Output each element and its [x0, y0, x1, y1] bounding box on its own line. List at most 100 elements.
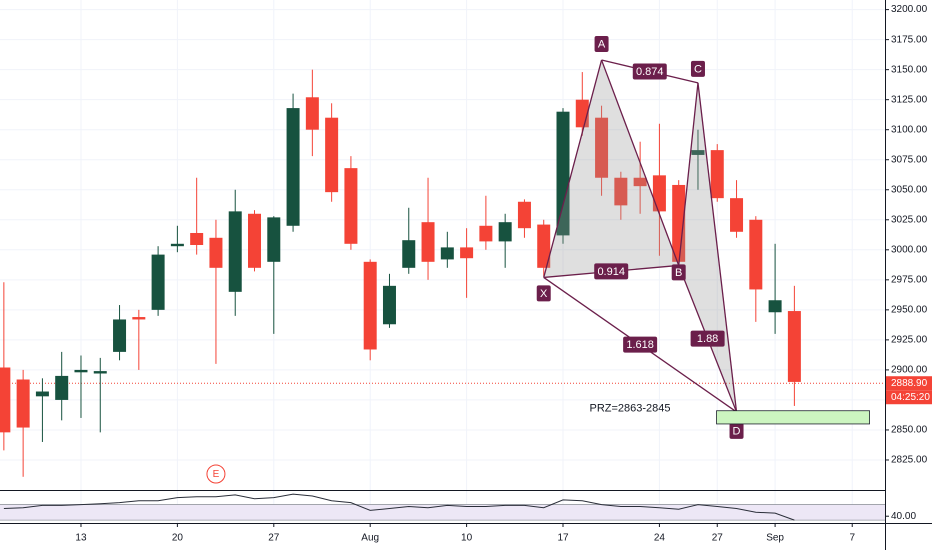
candle-body — [691, 150, 705, 155]
pattern-point-label-box — [690, 60, 705, 77]
y-tick-label: 2825.00 — [891, 455, 928, 466]
pattern-ratio-box — [623, 336, 658, 353]
pattern-leg — [600, 59, 680, 266]
candle-body — [749, 219, 763, 290]
candle-body — [710, 150, 724, 199]
candle-body — [74, 369, 88, 373]
pattern-ratio-box — [690, 330, 725, 347]
y-tick-label: 3000.00 — [891, 244, 928, 255]
candle-body — [151, 254, 165, 310]
y-tick-label: 3150.00 — [891, 64, 928, 75]
candle-body — [730, 198, 744, 232]
candle-body — [479, 225, 493, 242]
candle-body — [113, 319, 127, 352]
rsi-tick-label: 40.00 — [891, 511, 916, 522]
candle-body — [170, 243, 184, 247]
candle-body — [440, 247, 454, 260]
x-tick-label: 17 — [557, 533, 569, 544]
y-tick-label: 2850.00 — [891, 425, 928, 436]
candle-body — [228, 211, 242, 292]
countdown-label: 04:25:20 — [891, 392, 930, 403]
x-tick-label: Aug — [361, 533, 379, 544]
pattern-point-label: C — [694, 63, 702, 75]
candle-body — [267, 217, 281, 262]
candle-body — [344, 168, 358, 244]
x-tick-label: 13 — [75, 533, 87, 544]
rsi-line — [3, 493, 795, 521]
last-price-label: 2888.90 — [891, 378, 928, 389]
x-tick-label: 7 — [849, 533, 855, 544]
y-tick-label: 3050.00 — [891, 184, 928, 195]
pattern-ratio-box — [632, 63, 667, 80]
candle-body — [460, 247, 474, 259]
candle-body — [286, 108, 300, 226]
y-tick-label: 3200.00 — [891, 4, 928, 15]
candle-body — [16, 379, 30, 428]
pattern-point-label: D — [733, 425, 741, 437]
candle-body — [498, 222, 512, 242]
candle-body — [614, 177, 628, 206]
pattern-point-label-box — [536, 285, 551, 302]
x-tick-label: 10 — [461, 533, 473, 544]
countdown-tag — [886, 390, 932, 405]
candle-body — [248, 213, 262, 268]
pattern-point-label: B — [675, 267, 682, 279]
y-tick-label: 2975.00 — [891, 274, 928, 285]
candle-body — [190, 232, 204, 245]
candle-body — [633, 177, 647, 187]
pattern-fill — [678, 82, 737, 412]
pattern-point-label-box — [594, 36, 609, 53]
y-tick-label: 3100.00 — [891, 124, 928, 135]
candle-body — [672, 184, 686, 262]
candle-body — [768, 300, 782, 313]
pattern-leg — [543, 59, 603, 278]
prz-box — [716, 410, 870, 425]
pattern-ratio: 0.914 — [597, 266, 625, 278]
candle-body — [537, 224, 551, 268]
event-label: E — [213, 469, 220, 480]
candle-body — [132, 317, 146, 320]
y-tick-label: 3125.00 — [891, 94, 928, 105]
candle-body — [209, 237, 223, 268]
pattern-ratio: 1.618 — [626, 339, 654, 351]
candle-body — [402, 240, 416, 268]
pattern-ratio: 1.88 — [697, 333, 718, 345]
candle-body — [363, 261, 377, 350]
candle-body — [0, 367, 11, 433]
harmonic-pattern: X A B C D 0.914 0.874 1.618 1.88 PRZ=2863-2845 E — [206, 36, 870, 484]
candle-body — [787, 311, 801, 382]
candle-body — [35, 391, 49, 397]
candle-body — [325, 117, 339, 193]
y-tick-label: 2925.00 — [891, 335, 928, 346]
pattern-point-label-box — [729, 422, 744, 439]
x-tick-label: 24 — [654, 533, 666, 544]
y-tick-label: 2900.00 — [891, 365, 928, 376]
y-tick-label: 2950.00 — [891, 304, 928, 315]
prz-label: PRZ=2863-2845 — [589, 403, 670, 415]
x-tick-label: 27 — [268, 533, 280, 544]
x-tick-label: 20 — [172, 533, 184, 544]
y-tick-label: 3075.00 — [891, 154, 928, 165]
y-tick-label: 3175.00 — [891, 34, 928, 45]
event-marker — [206, 464, 226, 484]
pattern-point-label: X — [540, 288, 548, 300]
candle-body — [595, 117, 609, 178]
x-tick-label: 27 — [712, 533, 724, 544]
rsi-pane — [0, 493, 885, 521]
candle-body — [382, 285, 396, 325]
pattern-ratio: 0.874 — [636, 66, 664, 78]
candles — [0, 69, 801, 477]
pattern-fill — [543, 60, 679, 278]
candle-body — [305, 97, 319, 130]
last-price-tag — [886, 376, 932, 391]
pattern-point-label-box — [671, 264, 686, 281]
pattern-point-label: A — [598, 38, 606, 50]
candle-body — [652, 175, 666, 212]
rsi-band — [0, 504, 885, 521]
candle-body — [55, 375, 69, 400]
candle-body — [93, 371, 107, 374]
candle-body — [556, 111, 570, 236]
